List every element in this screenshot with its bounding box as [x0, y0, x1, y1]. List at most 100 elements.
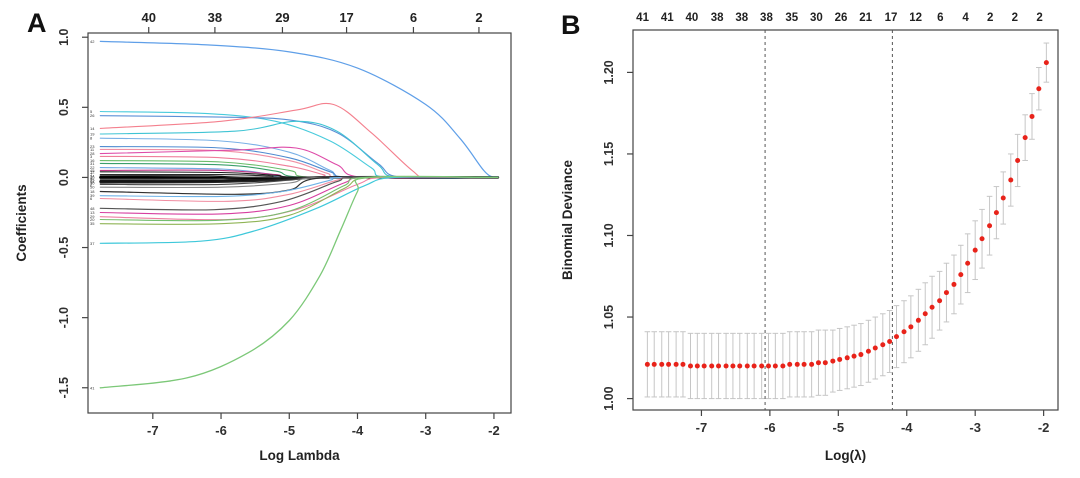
cv-deviance-dot: [751, 363, 757, 369]
cv-deviance-dot: [794, 361, 800, 367]
cv-deviance-dot: [943, 290, 949, 296]
coef-path-start-label: 23: [90, 144, 95, 149]
cv-deviance-dot: [801, 361, 807, 367]
cv-deviance-dot: [922, 311, 928, 317]
a-x-tick-label: -4: [352, 423, 364, 438]
cv-deviance-dot: [915, 317, 921, 323]
coef-path-start-label: 25: [90, 178, 95, 183]
cv-deviance-dot: [815, 360, 821, 366]
b-x-axis-title: Log(λ): [825, 448, 866, 463]
b-y-tick-label: 1.15: [602, 142, 616, 166]
b-y-axis-title: Binomial Deviance: [560, 159, 575, 280]
cv-deviance-dot: [701, 363, 707, 369]
coef-path-start-label: 20: [90, 217, 95, 222]
cv-deviance-dot: [951, 281, 957, 287]
coef-path-start-label: 22: [90, 165, 95, 170]
cv-deviance-dot: [673, 361, 679, 367]
b-x-tick-label: -3: [969, 420, 981, 435]
a-y-tick-label: 0.5: [57, 99, 71, 116]
a-y-tick-label: 0.0: [57, 169, 71, 186]
cv-deviance-dot: [772, 363, 778, 369]
b-y-tick-label: 1.10: [602, 223, 616, 247]
cv-deviance-dot: [1043, 60, 1049, 66]
b-top-axis-count-label: 40: [685, 12, 698, 24]
coef-path-start-label: 7: [90, 172, 93, 177]
b-top-axis-count-label: 12: [909, 12, 922, 24]
cv-deviance-dot: [659, 361, 665, 367]
a-y-axis-title: Coefficients: [14, 184, 29, 261]
cv-deviance-dot: [1015, 157, 1021, 163]
b-top-axis-count-label: 4: [962, 12, 969, 24]
coef-path-start-label: 29: [90, 214, 95, 219]
cv-deviance-dot: [958, 272, 964, 278]
cv-deviance-dot: [880, 342, 886, 348]
a-y-tick-label: -0.5: [57, 237, 71, 259]
cv-deviance-dot: [979, 236, 985, 242]
cv-deviance-dot: [744, 363, 750, 369]
b-top-axis-count-label: 6: [937, 12, 943, 24]
a-top-axis-count-label: 17: [339, 10, 353, 25]
coef-path-start-label: 31: [90, 161, 95, 166]
cv-deviance-dot: [893, 334, 899, 340]
cv-deviance-dot: [937, 298, 943, 304]
coef-path-var-23: [99, 146, 499, 179]
cv-deviance-dot: [837, 356, 843, 362]
a-x-tick-label: -3: [420, 423, 432, 438]
panel-a-letter: A: [27, 8, 47, 38]
b-top-axis-count-label: 35: [785, 12, 798, 24]
b-y-tick-label: 1.20: [602, 60, 616, 84]
cv-deviance-dot: [1022, 135, 1028, 141]
cv-deviance-dot: [901, 329, 907, 335]
panel-b-cv-deviance: -7 -6 -5 -4 -3 -2 1.00 1.05 1.10 1.15 1.20 41 41 40 38…: [560, 12, 1059, 463]
b-top-axis-count-label: 2: [987, 12, 993, 24]
cv-deviance-dot: [908, 324, 914, 330]
cv-deviance-dot: [865, 348, 871, 354]
cv-deviance-dot: [844, 355, 850, 361]
a-y-tick-label: -1.5: [57, 377, 71, 399]
plot-box-b: [632, 29, 1059, 411]
cv-deviance-dot: [716, 363, 722, 369]
b-x-tick-label: -5: [833, 420, 845, 435]
coef-path-start-label: 9: [90, 176, 93, 181]
cv-deviance-dot: [1029, 113, 1035, 119]
cv-deviance-dot: [851, 353, 857, 359]
coef-path-start-label: 6: [90, 196, 93, 201]
coef-path-start-label: 3: [90, 154, 93, 159]
a-x-tick-label: -6: [215, 423, 227, 438]
plot-box-a: [87, 32, 512, 414]
cv-deviance-dot: [651, 361, 657, 367]
cv-deviance-dot: [644, 361, 650, 367]
coef-path-start-label: 28: [90, 151, 95, 156]
coef-path-start-label: 42: [90, 39, 95, 44]
cv-deviance-dot: [709, 363, 715, 369]
a-top-axis-count-label: 29: [275, 10, 289, 25]
coef-path-start-label: 44: [90, 179, 95, 184]
coef-path-start-label: 14: [90, 126, 95, 131]
coef-path-start-label: 19: [90, 131, 95, 136]
coef-path-start-label: 45: [90, 168, 95, 173]
b-top-axis-count-label: 26: [835, 12, 848, 24]
coef-path-start-label: 5: [90, 109, 93, 114]
b-top-axis-count-label: 38: [711, 12, 724, 24]
a-top-axis-count-label: 40: [141, 10, 155, 25]
a-x-tick-label: -7: [147, 423, 159, 438]
cv-deviance-dot: [929, 304, 935, 310]
cv-deviance-dot: [1036, 86, 1042, 92]
coef-path-start-label: 37: [90, 241, 95, 246]
b-top-axis-count-label: 17: [885, 12, 898, 24]
cv-deviance-dot: [987, 223, 993, 229]
cv-deviance-dot: [759, 363, 765, 369]
cv-deviance-dot: [887, 339, 893, 345]
b-top-axis-count-label: 41: [636, 12, 649, 24]
cv-deviance-dot: [993, 210, 999, 216]
coef-path-start-label: 12: [90, 169, 95, 174]
coef-path-start-label: 16: [90, 158, 95, 163]
coef-path-start-label: 10: [90, 175, 95, 180]
cv-deviance-dot: [766, 363, 772, 369]
coef-path-start-label: 30: [90, 181, 95, 186]
b-top-axis-count-label: 38: [760, 12, 773, 24]
a-y-tick-label: -1.0: [57, 307, 71, 329]
cv-deviance-dot: [822, 360, 828, 366]
b-x-tick-label: -7: [696, 420, 708, 435]
